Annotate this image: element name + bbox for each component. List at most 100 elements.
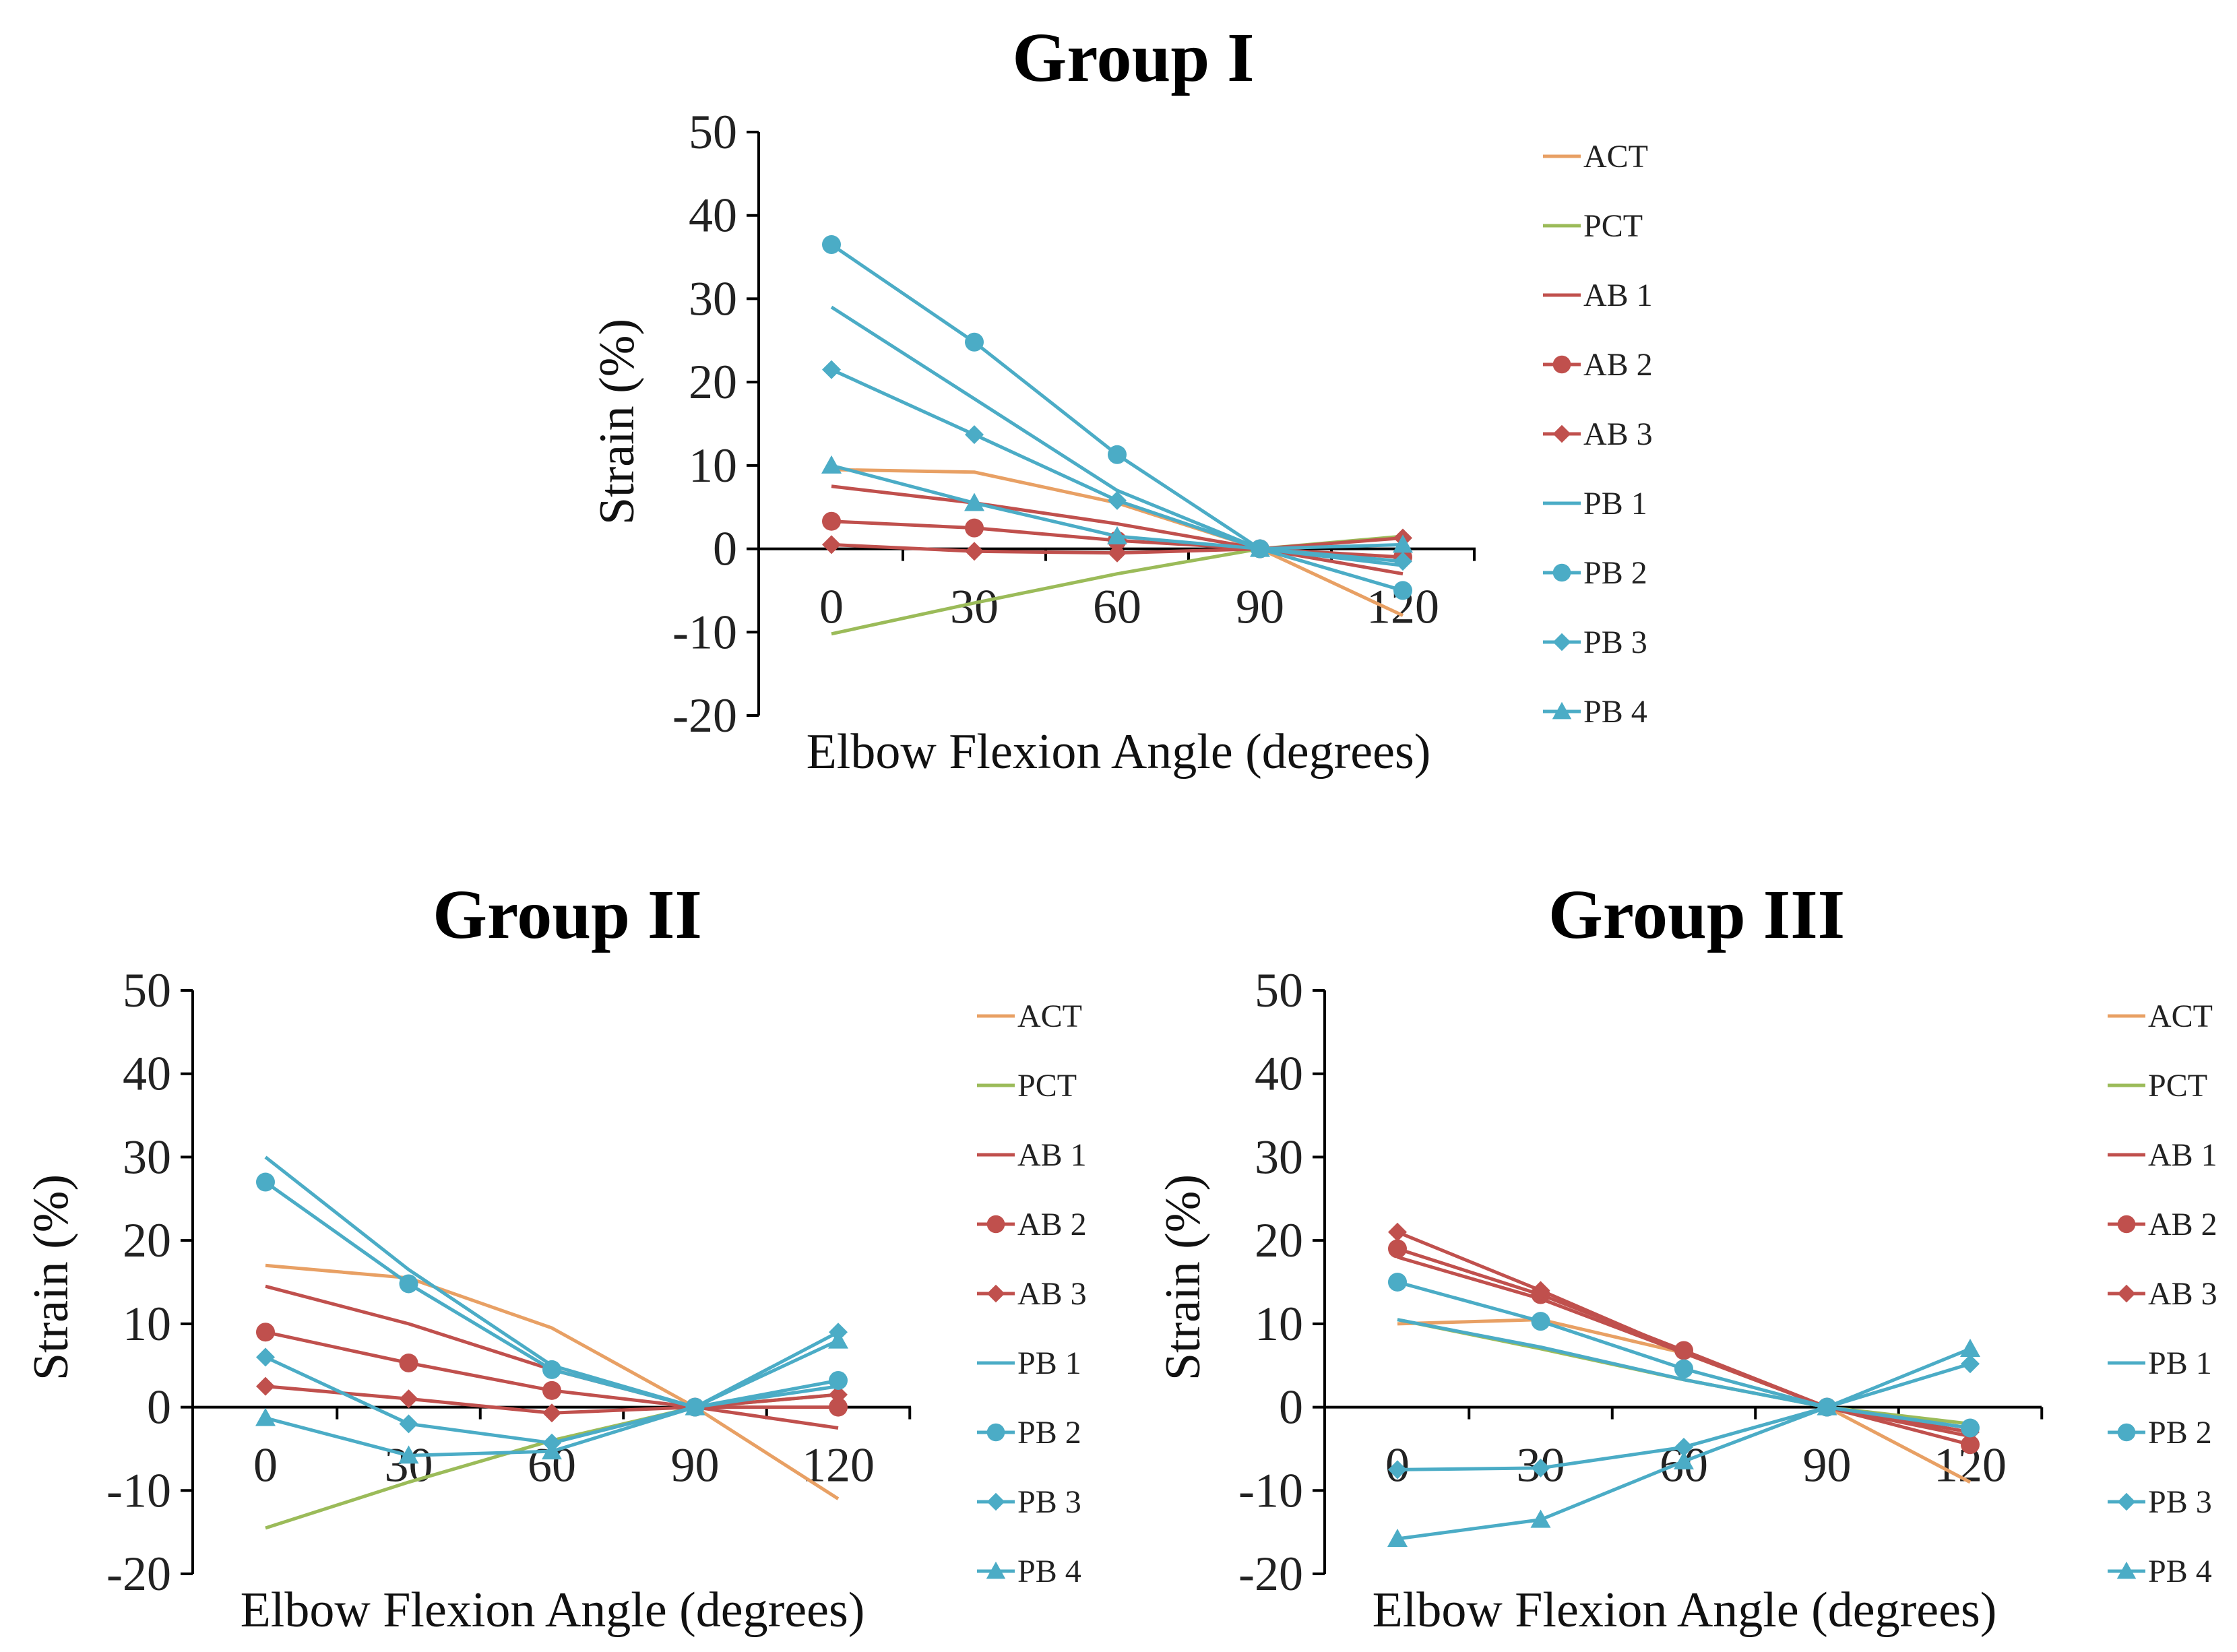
data-point xyxy=(822,360,841,379)
data-point xyxy=(1674,1437,1693,1457)
data-point xyxy=(1961,1354,1980,1374)
legend-label: PB 1 xyxy=(2148,1345,2212,1381)
legend-label: AB 3 xyxy=(1583,416,1653,452)
y-tick-label: 50 xyxy=(123,963,171,1017)
data-point xyxy=(1108,490,1127,510)
legend-label: AB 1 xyxy=(1017,1137,1087,1173)
legend-label: PB 4 xyxy=(1017,1554,1081,1589)
data-point xyxy=(399,1414,418,1434)
data-point xyxy=(965,332,984,352)
data-point xyxy=(822,535,841,554)
legend-label: PB 2 xyxy=(1017,1415,1081,1451)
data-point xyxy=(256,1172,275,1192)
y-tick-label: 10 xyxy=(1255,1297,1303,1351)
legend-marker xyxy=(1552,563,1571,582)
data-point xyxy=(1961,1418,1980,1438)
y-tick-label: 0 xyxy=(713,522,737,576)
data-point xyxy=(829,1370,848,1390)
data-point xyxy=(1393,581,1412,600)
x-axis-title: Elbow Flexion Angle (degrees) xyxy=(807,724,1431,780)
y-tick-label: 0 xyxy=(147,1380,171,1434)
series-line-ab1 xyxy=(831,484,1404,576)
legend-label: AB 1 xyxy=(2148,1137,2217,1173)
y-tick-label: -10 xyxy=(672,605,737,659)
x-tick-label: 90 xyxy=(671,1438,720,1492)
y-tick-label: 10 xyxy=(123,1297,171,1351)
legend-label: AB 2 xyxy=(2148,1207,2217,1242)
legend-marker xyxy=(2117,1492,2136,1511)
legend-label: AB 2 xyxy=(1583,347,1653,383)
data-point xyxy=(256,1347,275,1367)
data-point xyxy=(399,1274,418,1294)
data-point xyxy=(256,1376,275,1396)
legend-marker xyxy=(986,1492,1005,1511)
y-tick-label: 40 xyxy=(689,189,737,243)
series-line-ab3 xyxy=(1397,1230,1971,1434)
data-point xyxy=(1531,1312,1550,1331)
data-point xyxy=(1108,445,1127,464)
chart-group-i: Group I Strain (%) Elbow Flexion Angle (… xyxy=(590,19,1653,780)
legend-label: PCT xyxy=(2148,1068,2207,1104)
legend-label: PB 2 xyxy=(2148,1415,2212,1451)
data-point xyxy=(1531,1458,1550,1478)
data-point xyxy=(1393,552,1412,571)
data-point xyxy=(822,511,841,531)
data-point xyxy=(1530,1509,1551,1528)
legend-marker xyxy=(2117,1215,2136,1234)
data-point xyxy=(829,1397,848,1417)
legend-label: PB 3 xyxy=(1017,1484,1081,1520)
x-tick-label: 0 xyxy=(253,1438,278,1492)
legend-label: AB 2 xyxy=(1017,1207,1087,1242)
data-point xyxy=(542,1441,562,1460)
legend-label: AB 3 xyxy=(2148,1276,2217,1312)
legend-marker xyxy=(1552,424,1571,443)
data-point xyxy=(964,493,984,511)
data-point xyxy=(256,1323,275,1342)
y-axis-title: Strain (%) xyxy=(590,319,645,525)
y-tick-label: 50 xyxy=(1255,963,1303,1017)
data-point xyxy=(1674,1342,1693,1362)
legend-label: ACT xyxy=(1583,139,1648,174)
data-point xyxy=(398,1445,419,1464)
legend-label: PCT xyxy=(1583,208,1643,244)
data-point xyxy=(1250,538,1270,557)
y-tick-label: 40 xyxy=(123,1047,171,1101)
legend-marker xyxy=(1552,701,1572,720)
legend-label: AB 3 xyxy=(1017,1276,1087,1312)
data-point xyxy=(399,1354,418,1373)
legend-marker xyxy=(986,1561,1006,1579)
data-point xyxy=(965,425,984,445)
legend-label: AB 1 xyxy=(1583,278,1653,313)
y-tick-label: -10 xyxy=(1238,1463,1303,1517)
legend-marker xyxy=(986,1423,1005,1442)
y-tick-label: 30 xyxy=(1255,1130,1303,1184)
y-tick-label: -20 xyxy=(1238,1547,1303,1601)
y-tick-label: 10 xyxy=(689,439,737,493)
legend-marker xyxy=(1552,355,1571,374)
x-axis-title: Elbow Flexion Angle (degrees) xyxy=(241,1583,865,1638)
y-axis-title: Strain (%) xyxy=(1156,1174,1211,1380)
y-tick-label: 20 xyxy=(1255,1213,1303,1267)
data-point xyxy=(828,1330,848,1349)
data-point xyxy=(822,235,841,255)
data-point xyxy=(1393,534,1413,553)
y-tick-label: 50 xyxy=(689,105,737,159)
legend-label: PB 1 xyxy=(1017,1345,1081,1381)
y-tick-label: -20 xyxy=(672,689,737,742)
legend-label: PCT xyxy=(1017,1068,1077,1104)
data-point xyxy=(1960,1338,1980,1357)
chart-group-iii: Group III Strain (%) Elbow Flexion Angle… xyxy=(1156,876,2217,1638)
legend-label: ACT xyxy=(2148,998,2213,1034)
data-point xyxy=(1674,1359,1693,1378)
y-tick-label: 30 xyxy=(689,272,737,325)
chart-title: Group III xyxy=(1548,876,1845,953)
legend-label: PB 3 xyxy=(1583,625,1647,660)
y-tick-label: -10 xyxy=(106,1463,171,1517)
series-line-act xyxy=(265,1263,840,1500)
x-tick-label: 90 xyxy=(1236,580,1284,634)
data-point xyxy=(1388,1222,1407,1242)
data-point xyxy=(399,1389,418,1409)
data-point xyxy=(821,455,842,474)
data-point xyxy=(1961,1435,1980,1455)
